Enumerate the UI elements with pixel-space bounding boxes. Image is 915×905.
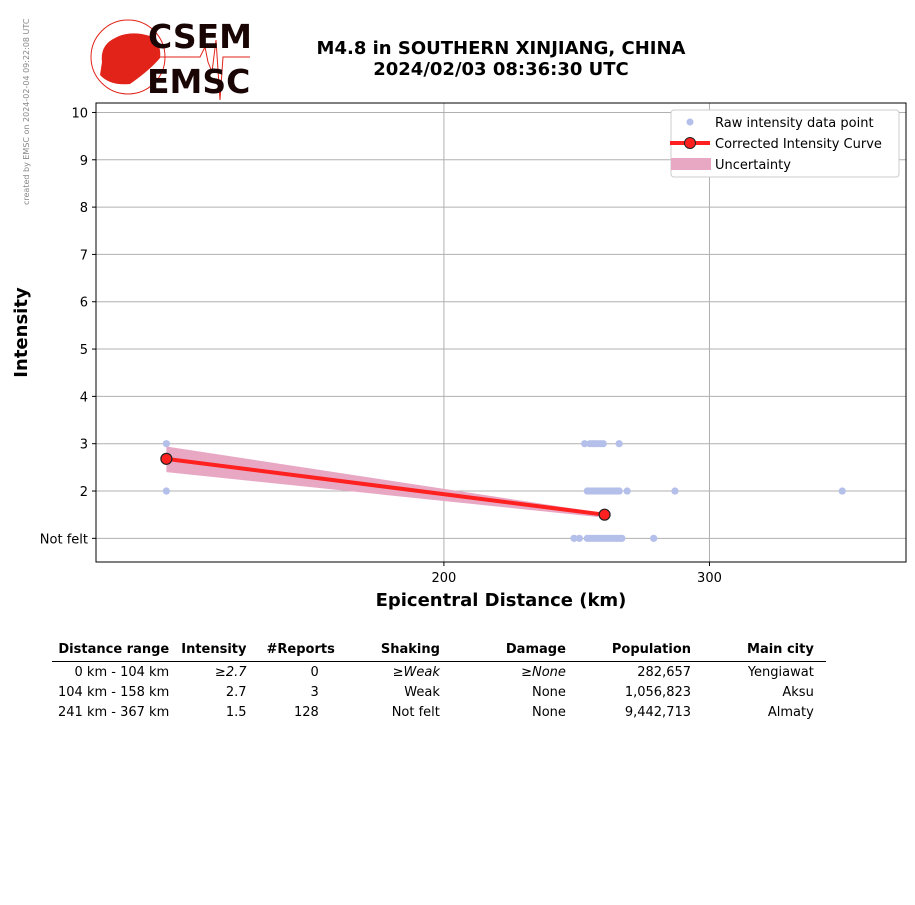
plot-frame — [95, 102, 907, 563]
raw-point — [615, 487, 623, 495]
legend-curve-marker — [684, 137, 696, 149]
table-cell: 128 — [294, 705, 319, 720]
table-cell: 1.5 — [225, 705, 247, 720]
raw-point — [162, 487, 170, 495]
y-tick-label: 4 — [80, 390, 88, 405]
raw-point — [671, 487, 679, 495]
col-distance: Distance range — [52, 640, 176, 662]
table-row: 241 km - 367 km 1.5 128 Not felt None 9,442,7… — [52, 702, 826, 722]
table-cell: Almaty — [767, 705, 814, 720]
y-tick-label: 6 — [80, 296, 88, 311]
col-damage: Damage — [445, 640, 572, 662]
intensity-table: Distance range Intensity #Reports Shakin… — [52, 640, 826, 722]
y-tick-label: 9 — [80, 154, 88, 169]
col-intensity: Intensity — [175, 640, 253, 662]
raw-point — [162, 440, 170, 448]
title-line-2: 2024/02/03 08:36:30 UTC — [373, 59, 629, 80]
table-cell: 9,442,713 — [624, 705, 692, 720]
legend-uncertainty-patch — [671, 158, 711, 170]
table-cell: 2.7 — [225, 685, 247, 700]
logo-map-icon — [100, 33, 161, 85]
table-row: 0 km - 104 km ≥2.7 0 ≥Weak ≥None 282,657 Yengi… — [52, 662, 826, 683]
title-line-1: M4.8 in SOUTHERN XINJIANG, CHINA — [316, 38, 686, 59]
raw-point — [650, 534, 658, 542]
table-cell: 282,657 — [637, 665, 692, 680]
y-tick-label: 2 — [80, 485, 88, 500]
raw-point — [623, 487, 631, 495]
table-cell: 0 km - 104 km — [74, 665, 170, 680]
raw-point — [570, 534, 578, 542]
raw-point — [599, 440, 607, 448]
chart-title: M4.8 in SOUTHERN XINJIANG, CHINA 2024/02… — [300, 38, 702, 80]
x-tick-label: 300 — [697, 571, 722, 586]
table-cell: None — [531, 705, 566, 720]
intensity-curve — [166, 456, 605, 517]
table-cell: ≥None — [521, 665, 566, 680]
y-tick-label: 3 — [80, 438, 88, 453]
legend-label: Uncertainty — [715, 158, 791, 173]
legend-label: Corrected Intensity Curve — [715, 137, 882, 152]
col-population: Population — [571, 640, 698, 662]
legend-raw-marker — [686, 118, 694, 126]
col-city: Main city — [697, 640, 826, 662]
table-cell: Weak — [404, 685, 440, 700]
raw-point — [618, 534, 626, 542]
raw-point — [581, 440, 589, 448]
y-tick-label: 5 — [80, 343, 88, 358]
table-cell: Not felt — [391, 705, 440, 720]
table-cell: 241 km - 367 km — [58, 705, 170, 720]
table-cell: ≥2.7 — [214, 665, 247, 680]
curve-marker — [160, 452, 173, 465]
table-cell: Yengiawat — [747, 665, 814, 680]
table-header: Distance range Intensity #Reports Shakin… — [52, 640, 826, 662]
y-tick-label: 8 — [80, 201, 88, 216]
legend-label: Raw intensity data point — [715, 116, 874, 131]
logo-text-top: CSEM — [148, 17, 252, 56]
y-tick-label: 10 — [71, 106, 88, 121]
table-cell: 0 — [310, 665, 319, 680]
table-cell: None — [531, 685, 566, 700]
table-cell: 104 km - 158 km — [58, 685, 170, 700]
table-cell: 1,056,823 — [624, 685, 692, 700]
y-tick-label: Not felt — [40, 532, 88, 547]
col-reports: #Reports — [252, 640, 341, 662]
raw-point — [615, 440, 623, 448]
y-axis-label: Intensity — [11, 287, 32, 378]
col-shaking: Shaking — [340, 640, 446, 662]
table-row: 104 km - 158 km 2.7 3 Weak None 1,056,823 Aksu — [52, 682, 826, 702]
logo-text-bottom: EMSC — [147, 62, 250, 101]
raw-point — [575, 534, 583, 542]
table-cell: Aksu — [782, 685, 814, 700]
logo-seismogram-icon — [160, 39, 250, 101]
curve-marker — [598, 508, 611, 521]
x-axis-label: Epicentral Distance (km) — [376, 590, 627, 611]
raw-point — [838, 487, 846, 495]
y-tick-label: 7 — [80, 248, 88, 263]
table-cell: 3 — [310, 685, 319, 700]
table-cell: ≥Weak — [392, 665, 440, 680]
x-tick-label: 200 — [431, 571, 456, 586]
